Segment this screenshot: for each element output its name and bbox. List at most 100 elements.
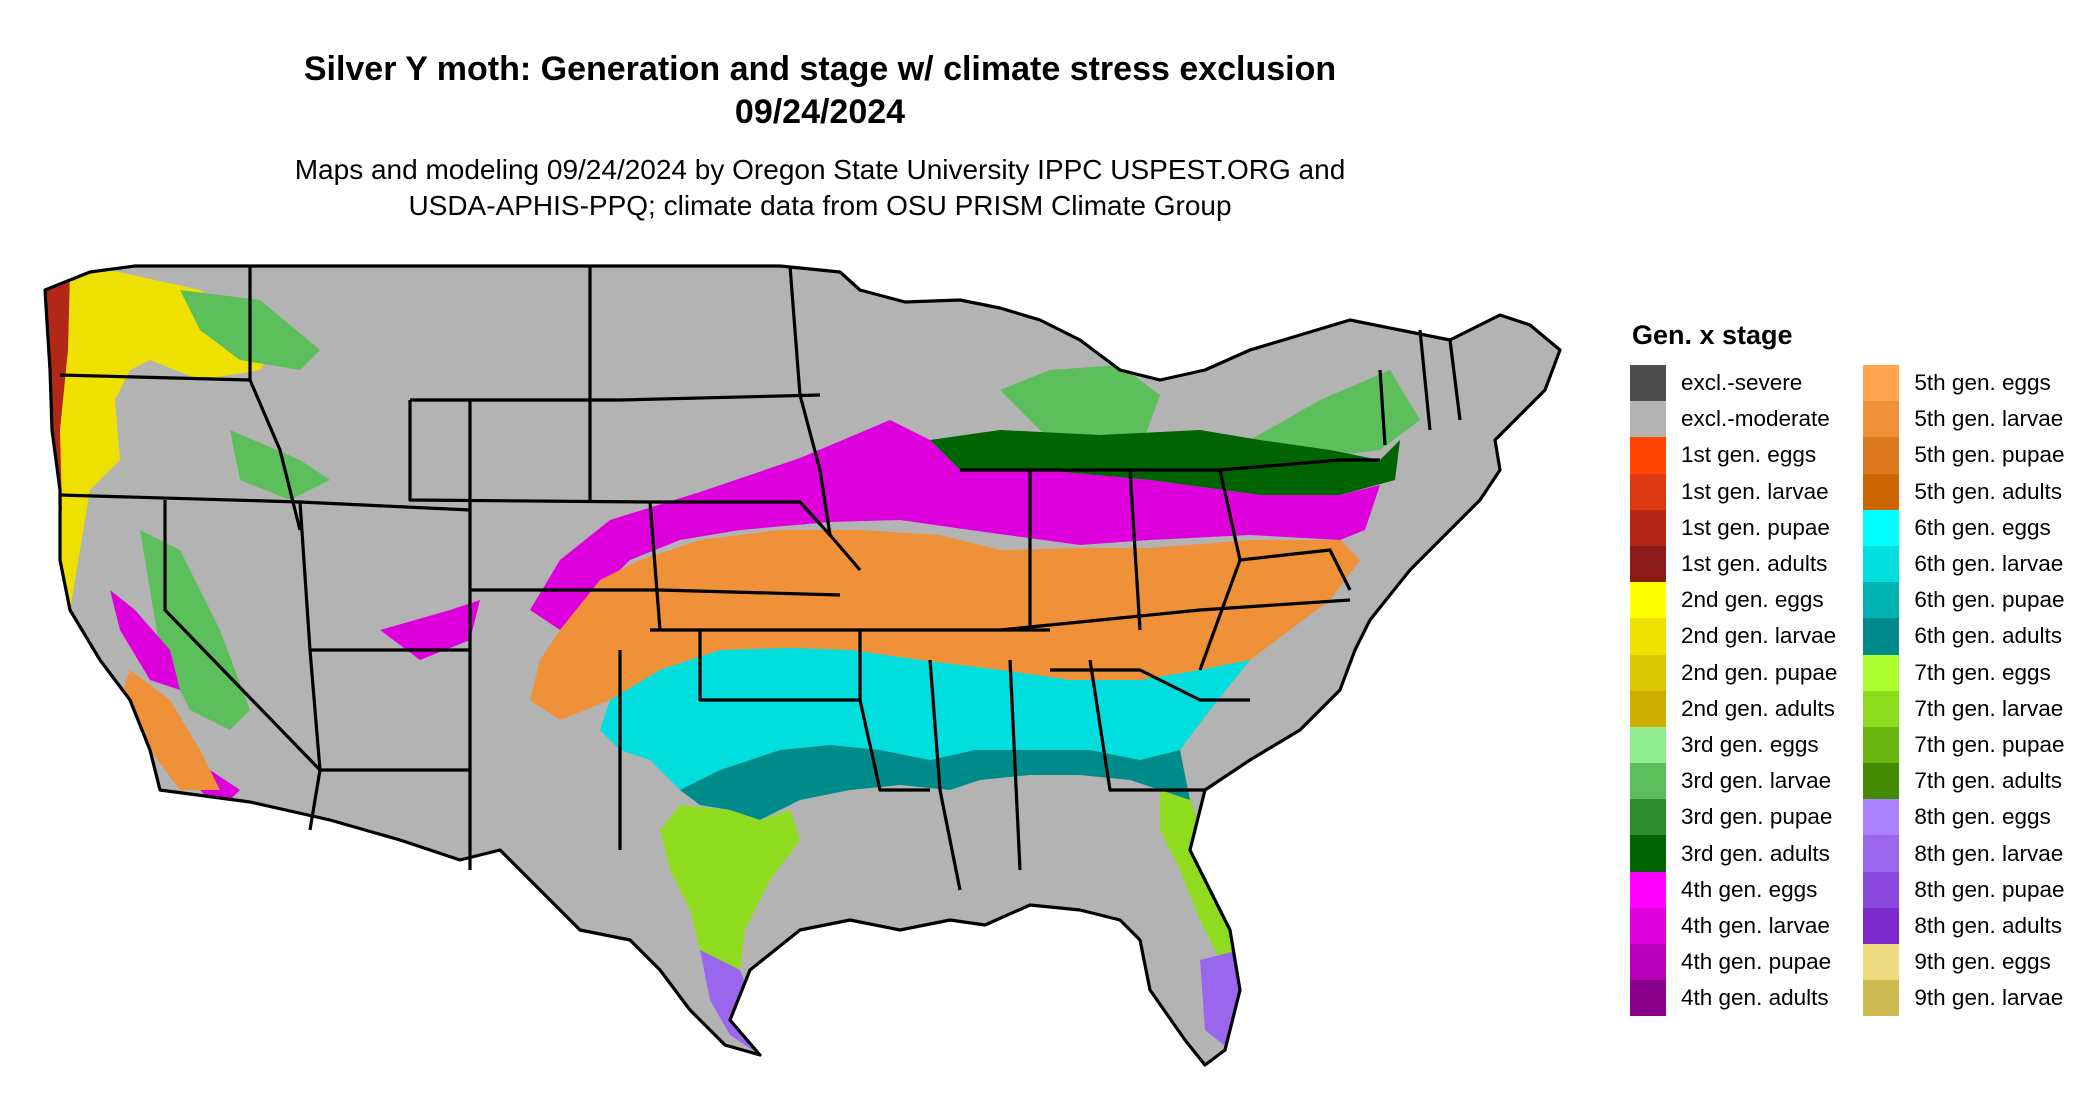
legend-swatch [1630,545,1666,583]
legend-item: 8th gen. pupae [1863,871,2065,908]
legend-item: 1st gen. pupae [1630,509,1837,546]
legend-item: 7th gen. eggs [1863,654,2064,691]
legend-swatch [1863,618,1900,655]
legend-swatch [1863,509,1900,546]
legend-label: 1st gen. larvae [1681,478,1829,504]
legend-label: 8th gen. adults [1914,912,2063,938]
legend-swatch [1863,763,1900,800]
legend-swatch [1863,473,1900,510]
legend-item: 4th gen. larvae [1630,907,1837,944]
subtitle-line-1: Maps and modeling 09/24/2024 by Oregon S… [294,154,1346,185]
legend-swatch [1630,401,1666,438]
legend-swatch [1863,835,1900,872]
legend-label: 1st gen. eggs [1681,442,1817,468]
legend-label: 4th gen. adults [1681,985,1829,1011]
legend-label: excl.-moderate [1681,406,1830,432]
legend-swatch [1630,907,1666,944]
midwest-3rd-gen-adults [930,430,1400,495]
legend-label: 2nd gen. larvae [1681,623,1837,649]
legend-swatch [1630,799,1666,836]
legend-swatch [1630,944,1666,981]
legend-item: 3rd gen. larvae [1630,763,1837,800]
legend-swatch [1630,509,1666,546]
legend-item: 4th gen. adults [1630,980,1837,1017]
southern-band-5th-gen [120,530,1360,790]
legend-swatch [1630,582,1666,619]
legend-swatch [1863,799,1900,836]
legend-label: 4th gen. larvae [1681,912,1830,938]
legend-label: 3rd gen. eggs [1681,731,1819,757]
legend-label: 8th gen. pupae [1914,876,2065,902]
legend-item: 3rd gen. eggs [1630,726,1837,764]
title-line-1: Silver Y moth: Generation and stage w/ c… [303,50,1337,88]
legend-label: 3rd gen. pupae [1681,804,1833,830]
legend-label: 6th gen. adults [1914,623,2063,649]
us-map [43,264,1562,1067]
legend-item: 9th gen. eggs [1863,944,2064,981]
legend-label: 9th gen. eggs [1914,949,2051,975]
legend-item: 7th gen. larvae [1863,690,2064,727]
legend-label: 1st gen. adults [1681,551,1828,577]
legend-item: 5th gen. pupae [1863,437,2065,474]
legend-swatch [1630,835,1666,872]
legend-label: 8th gen. eggs [1914,804,2051,830]
legend-label: 6th gen. eggs [1914,514,2051,540]
legend-label: 5th gen. eggs [1914,370,2051,396]
legend-item: 8th gen. larvae [1863,835,2064,872]
legend-swatch [1863,365,1900,402]
legend-label: 8th gen. larvae [1914,840,2064,866]
legend-swatch [1630,654,1666,691]
legend-item: 4th gen. eggs [1630,871,1837,908]
legend-swatch [1630,690,1666,727]
legend-item: 2nd gen. pupae [1630,654,1837,691]
legend-item: 2nd gen. adults [1630,690,1837,727]
legend-swatch [1863,545,1900,583]
legend-item: 5th gen. larvae [1863,401,2064,438]
legend-swatch [1863,726,1900,764]
legend-label: 2nd gen. adults [1681,695,1835,721]
legend-item: 6th gen. eggs [1863,509,2064,546]
legend-item: 5th gen. adults [1863,473,2064,510]
legend-swatch [1863,907,1900,944]
subtitle-line-2: USDA-APHIS-PPQ; climate data from OSU PR… [408,190,1232,221]
legend-label: 5th gen. adults [1914,478,2063,504]
legend-label: 7th gen. eggs [1914,659,2051,685]
legend-item: 6th gen. pupae [1863,582,2065,619]
legend-item: 1st gen. adults [1630,545,1837,583]
northern-band-3rd-gen [140,290,1420,730]
legend-title: Gen. x stage [1632,320,1793,350]
legend-column: 5th gen. eggs 5th gen. larvae 5th gen. pup… [1863,365,2065,1017]
legend-label: 7th gen. larvae [1914,695,2064,721]
legend-label: 4th gen. pupae [1681,949,1832,975]
map-title: Silver Y moth: Generation and stage w/ c… [0,48,1640,134]
legend-swatch [1630,473,1666,510]
legend-item: 9th gen. larvae [1863,980,2064,1017]
legend-swatch [1863,980,1900,1017]
legend-swatch [1630,871,1666,908]
legend-item: 4th gen. pupae [1630,944,1837,981]
legend-item: excl.-severe [1630,365,1837,402]
legend-label: 6th gen. larvae [1914,551,2064,577]
state-borders [43,264,1562,1067]
legend-item: 3rd gen. pupae [1630,799,1837,836]
legend-label: 2nd gen. eggs [1681,587,1824,613]
west-coast-2nd-gen [45,270,280,610]
legend-label: 1st gen. pupae [1681,514,1830,540]
legend-item: 7th gen. adults [1863,763,2064,800]
legend-label: 3rd gen. adults [1681,840,1830,866]
legend-swatch [1630,365,1666,402]
legend-item: 8th gen. eggs [1863,799,2064,836]
legend-item: excl.-moderate [1630,401,1837,438]
title-line-2: 09/24/2024 [734,93,906,131]
legend-label: 7th gen. adults [1914,768,2063,794]
legend-column: excl.-severe excl.-moderate 1st gen. eggs 1… [1630,365,1837,1017]
gulf-band-6th-gen [600,648,1250,790]
legend-columns: excl.-severe excl.-moderate 1st gen. eggs 1… [1630,365,2065,1017]
central-band-4th-gen [110,420,1380,810]
legend-swatch [1863,437,1900,474]
legend-label: excl.-severe [1681,370,1803,396]
legend-swatch [1863,690,1900,727]
legend-swatch [1863,944,1900,981]
legend-label: 5th gen. pupae [1914,442,2065,468]
legend-item: 3rd gen. adults [1630,835,1837,872]
